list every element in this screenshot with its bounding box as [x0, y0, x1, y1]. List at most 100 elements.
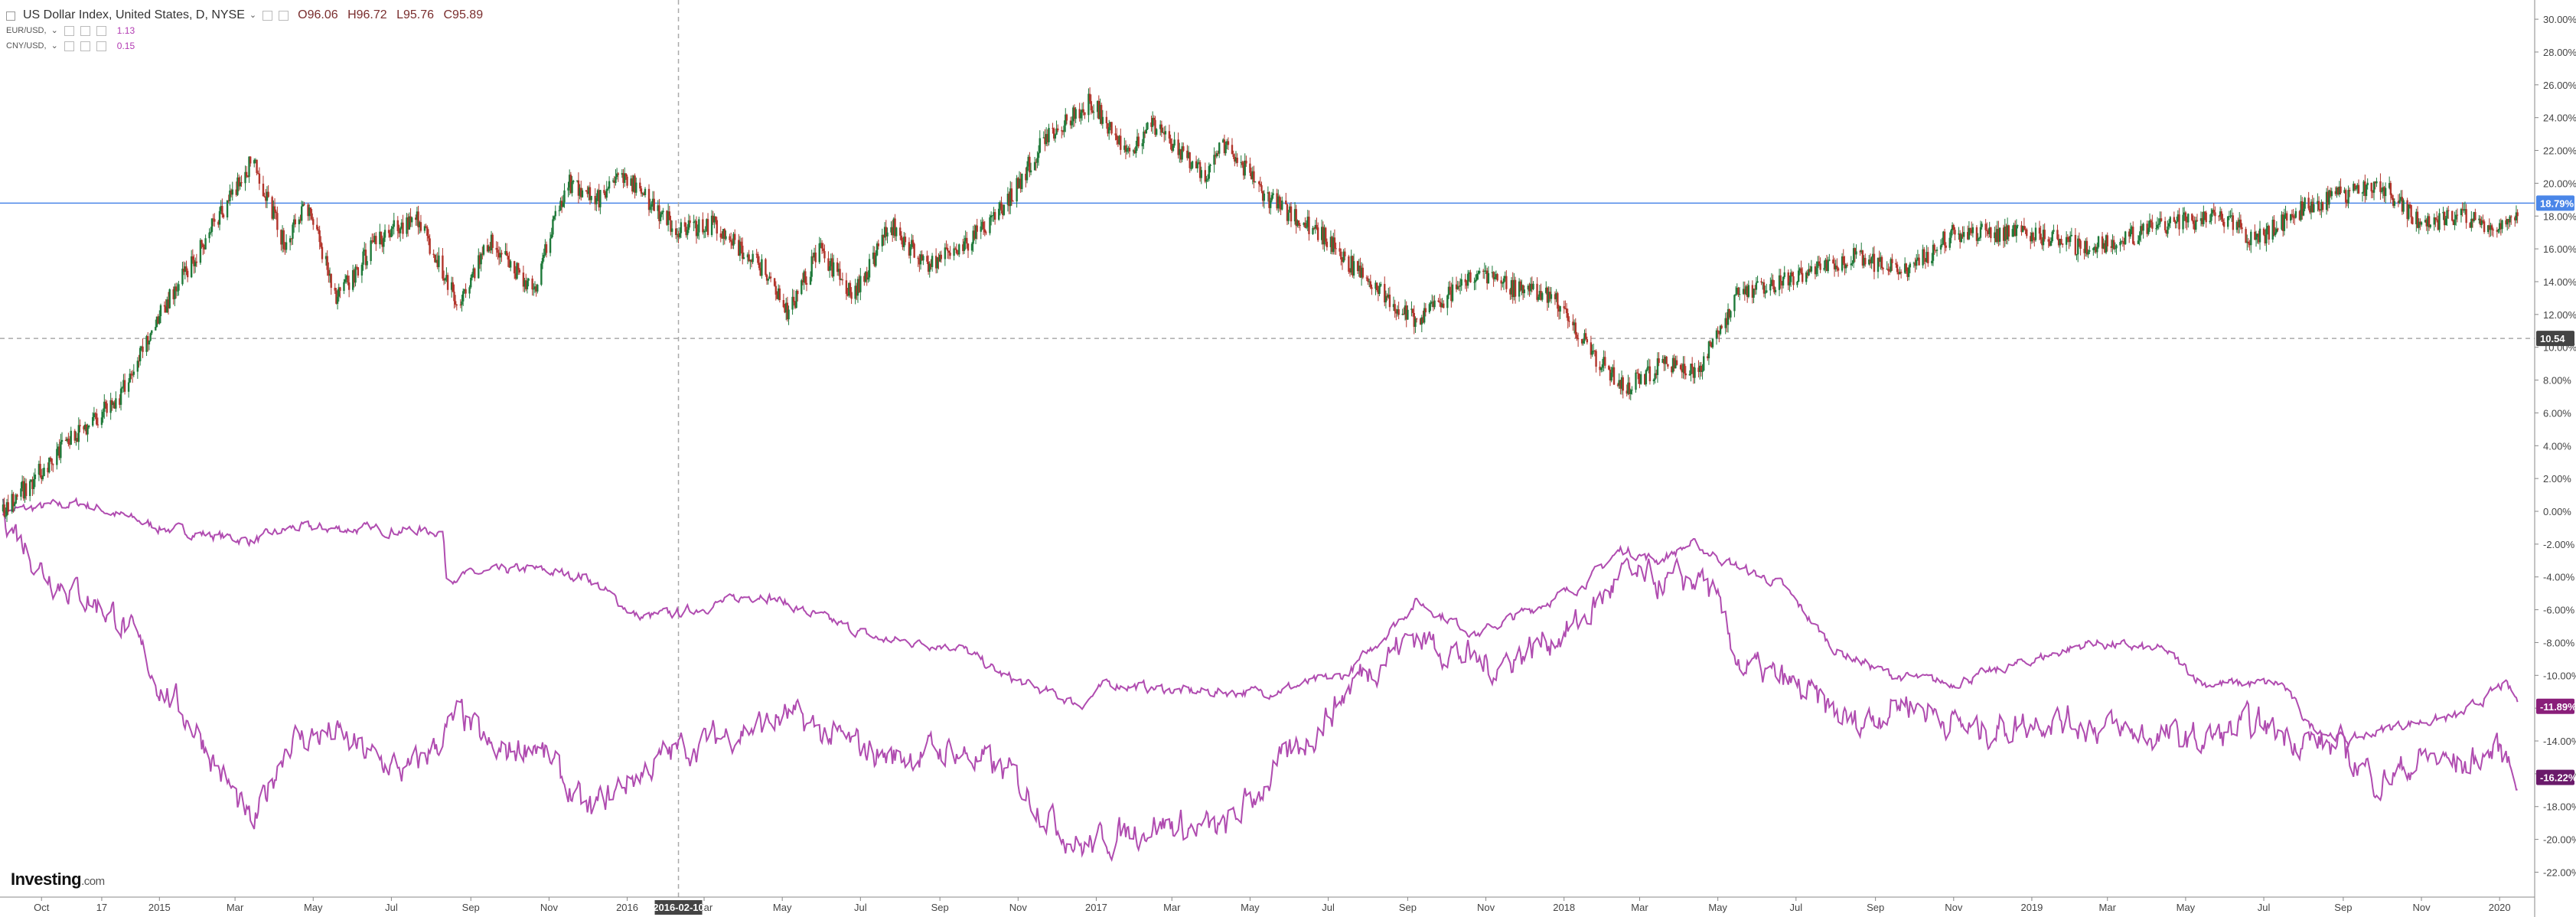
- candle-body: [1591, 351, 1593, 355]
- candle-body: [685, 227, 687, 236]
- candle-body: [670, 220, 672, 232]
- time-axis[interactable]: Oct 17 2015 Mar May Jul Sep Nov 2016 Mar May Jul Sep…: [0, 896, 2535, 915]
- candle-body: [1691, 364, 1694, 367]
- candle-body: [2366, 182, 2369, 185]
- candle-body: [2105, 235, 2108, 253]
- candle-body: [2490, 225, 2492, 230]
- candle-body: [683, 222, 686, 227]
- chevron-down-icon[interactable]: ⌄: [249, 11, 257, 20]
- candle-body: [39, 463, 41, 476]
- collapse-icon[interactable]: [6, 11, 15, 21]
- candle-body: [294, 219, 297, 224]
- chevron-down-icon[interactable]: ⌄: [51, 41, 58, 51]
- candle-body: [1253, 171, 1255, 183]
- candle-body: [163, 305, 166, 307]
- candle-body: [1576, 334, 1578, 339]
- candle-body: [2061, 243, 2064, 245]
- candle-body: [1287, 212, 1290, 221]
- candle-body: [919, 254, 922, 265]
- candle-body: [2317, 201, 2320, 210]
- candle-body: [895, 227, 898, 237]
- candle-body: [1061, 131, 1065, 132]
- candle-body: [1179, 148, 1181, 155]
- candle-body: [83, 424, 86, 430]
- time-tick-label: 2015: [148, 902, 171, 913]
- settings-icon[interactable]: [279, 10, 289, 21]
- candle-body: [1878, 257, 1880, 263]
- candle-body: [1538, 291, 1541, 297]
- candle-body: [1756, 281, 1759, 283]
- eye-icon[interactable]: [64, 25, 74, 36]
- eye-icon[interactable]: [64, 41, 74, 51]
- candle-body: [1981, 224, 1983, 227]
- candle-body: [2372, 181, 2375, 193]
- candle-body: [222, 214, 225, 218]
- candle-body: [1018, 178, 1021, 188]
- candle-body: [722, 229, 725, 239]
- candle-body: [335, 290, 337, 304]
- candle-body: [1797, 270, 1800, 282]
- candle-body: [1384, 295, 1387, 303]
- candle-body: [474, 268, 476, 279]
- candle-body: [1305, 227, 1308, 228]
- candle-body: [1854, 248, 1857, 255]
- candle-body: [2262, 228, 2265, 235]
- candle-body: [446, 275, 449, 290]
- candle-body: [1394, 304, 1396, 312]
- candle-body: [1502, 282, 1504, 284]
- candle-body: [1388, 294, 1391, 308]
- candle-body: [937, 257, 940, 262]
- candle-body: [1671, 357, 1674, 373]
- candle-body: [1950, 230, 1952, 238]
- candle-body: [142, 346, 144, 352]
- candle-body: [1933, 244, 1935, 250]
- candle-body: [1096, 100, 1099, 113]
- candle-body: [1943, 231, 1946, 246]
- candle-body: [1528, 286, 1531, 292]
- price-axis[interactable]: 30.00% 28.00% 26.00% 24.00% 22.00% 20.00% 18.0…: [2534, 0, 2576, 917]
- candle-body: [2199, 218, 2203, 221]
- candle-body: [1191, 161, 1194, 168]
- candle-body: [246, 176, 249, 178]
- candle-body: [2370, 182, 2372, 192]
- candle-body: [1531, 283, 1534, 289]
- chevron-down-icon[interactable]: ⌄: [51, 26, 58, 35]
- candle-body: [1954, 230, 1956, 235]
- candle-body: [472, 268, 474, 274]
- candle-body: [693, 221, 695, 224]
- candle-body: [947, 250, 951, 253]
- settings-icon[interactable]: [80, 25, 90, 36]
- candle-body: [1779, 275, 1782, 282]
- candle-body: [1935, 250, 1937, 251]
- candle-body: [2411, 217, 2414, 224]
- close-icon[interactable]: [96, 41, 106, 51]
- candle-body: [1026, 166, 1029, 181]
- candle-body: [2310, 201, 2313, 213]
- candle-body: [1635, 372, 1639, 374]
- candle-body: [2022, 226, 2024, 233]
- candle-body: [2191, 214, 2193, 220]
- candle-body: [1521, 285, 1524, 294]
- candle-body: [373, 236, 376, 243]
- candle-body: [2265, 228, 2268, 243]
- candle-body: [2002, 227, 2005, 241]
- chart-legend: US Dollar Index, United States, D, NYSE …: [6, 8, 489, 54]
- candle-body: [1072, 107, 1074, 122]
- candle-body: [2442, 211, 2444, 214]
- candle-body: [1697, 367, 1700, 372]
- candle-body: [2147, 227, 2150, 234]
- candle-body: [419, 222, 421, 227]
- settings-icon[interactable]: [80, 41, 90, 51]
- close-icon[interactable]: [96, 25, 106, 36]
- candle-body: [1325, 241, 1329, 247]
- time-tick-label: Mar: [1631, 902, 1648, 913]
- candle-body: [1842, 256, 1844, 263]
- eye-icon[interactable]: [262, 10, 273, 21]
- candle-body: [2013, 224, 2015, 230]
- candle-body: [2499, 223, 2503, 230]
- candle-body: [1386, 295, 1388, 298]
- candle-body: [311, 213, 313, 220]
- candle-body: [195, 261, 198, 263]
- candle-body: [864, 272, 867, 282]
